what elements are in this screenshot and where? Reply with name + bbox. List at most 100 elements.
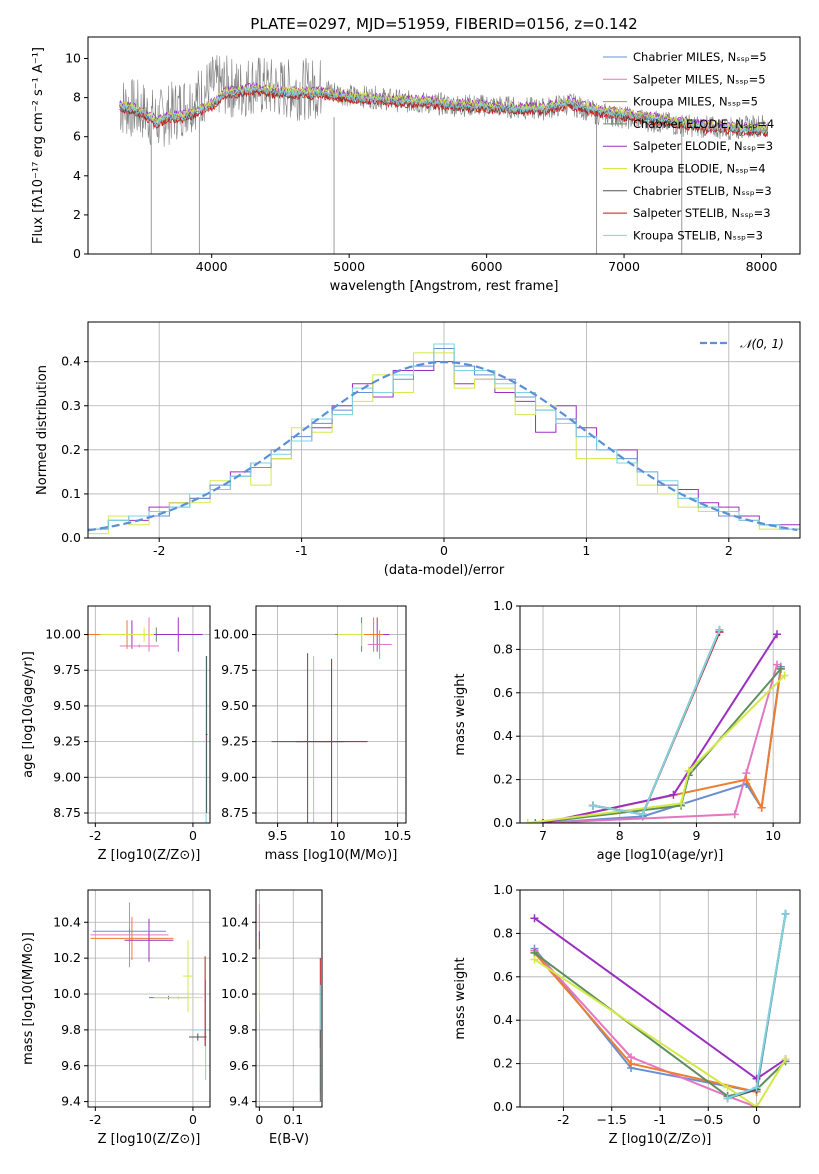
y-tick-label: 9.50 [221, 698, 249, 713]
y-tick-label: 0 [73, 246, 81, 261]
plot-area-massweight-vs-z [530, 909, 790, 1107]
legend-label: Kroupa STELIB, Nₛₛₚ=3 [633, 228, 763, 242]
x-tick-label: -2 [89, 828, 101, 843]
y-axis-label: Normed distribution [35, 365, 50, 495]
y-tick-label: 0.4 [493, 1012, 513, 1027]
weight-marker [742, 775, 751, 784]
y-tick-label: 9.75 [53, 662, 81, 677]
y-tick-label: 10.2 [53, 950, 81, 965]
legend-label: Chabrier ELODIE, Nₛₛₚ=4 [633, 117, 774, 131]
panel-spectrum: Chabrier MILES, Nₛₛₚ=5 Salpeter MILES, Nₛ… [31, 36, 801, 294]
x-axis-label: mass [log10(M/M⊙)] [265, 848, 398, 863]
y-tick-label: 2 [73, 207, 81, 222]
x-tick-label: 0 [440, 543, 448, 558]
x-tick-label: 7 [539, 828, 547, 843]
weight-marker [588, 801, 597, 810]
y-tick-label: 0.0 [61, 530, 81, 545]
legend-label: Chabrier MILES, Nₛₛₚ=5 [633, 50, 767, 64]
x-axis-label: (data-model)/error [384, 563, 505, 578]
plot-area-age-vs-mass [271, 617, 392, 823]
weight-marker [772, 660, 781, 669]
legend-label: Salpeter ELODIE, Nₛₛₚ=3 [633, 139, 773, 153]
weight-line [542, 664, 778, 823]
x-tick-label: 0 [189, 828, 197, 843]
y-tick-label: 9.25 [221, 734, 249, 749]
y-axis-label: mass [log10(M/M⊙)] [21, 932, 36, 1065]
y-tick-label: 8.75 [221, 805, 249, 820]
x-tick-label: 2 [725, 543, 733, 558]
y-axis-label: mass weight [453, 957, 468, 1039]
y-tick-label: 9.6 [229, 1058, 249, 1073]
y-tick-label: 9.00 [53, 769, 81, 784]
x-tick-label: -2 [153, 543, 165, 558]
weight-marker [677, 799, 686, 808]
weight-marker [638, 810, 647, 819]
y-tick-label: 10.4 [221, 914, 249, 929]
y-tick-label: 0.6 [493, 969, 513, 984]
y-tick-label: 0.0 [493, 1099, 513, 1114]
y-tick-label: 10.0 [221, 986, 249, 1001]
x-axis-label: wavelength [Angstrom, rest frame] [330, 279, 559, 294]
weight-marker [780, 671, 789, 680]
x-tick-label: 9.5 [268, 828, 288, 843]
x-tick-label: 10 [330, 828, 346, 843]
legend-label: Chabrier STELIB, Nₛₛₚ=3 [633, 184, 772, 198]
x-tick-label: 0 [189, 1112, 197, 1127]
y-tick-label: 8.75 [53, 805, 81, 820]
y-tick-label: 0.2 [493, 1056, 513, 1071]
x-axis-label: Z [log10(Z/Z⊙)] [609, 1132, 712, 1147]
y-tick-label: 9.75 [221, 662, 249, 677]
y-tick-label: 1.0 [493, 598, 513, 613]
y-tick-label: 10 [65, 51, 81, 66]
weight-line [592, 629, 721, 816]
x-axis-label: Z [log10(Z/Z⊙)] [98, 848, 201, 863]
x-tick-label: 10 [765, 828, 781, 843]
weight-marker [531, 819, 540, 823]
plot-area-mass-vs-ebv [258, 904, 321, 1102]
axes-frame [87, 889, 211, 1108]
weight-line [592, 629, 721, 816]
legend-label: Kroupa ELODIE, Nₛₛₚ=4 [633, 162, 766, 176]
y-tick-label: 9.8 [61, 1022, 81, 1037]
y-tick-label: 10.00 [213, 627, 249, 642]
y-tick-label: 10.0 [53, 986, 81, 1001]
weight-marker [627, 1059, 636, 1068]
weight-line [542, 666, 782, 823]
spectrum-model-line [119, 82, 769, 132]
spectrum-model-line [119, 82, 768, 132]
panel-age-vs-mass: 9.5 10 10.5 8.75 9.00 9.25 9.50 9.75 10.00 mass [… [213, 605, 412, 863]
histogram-step [88, 343, 800, 538]
x-tick-label: -1 [295, 543, 307, 558]
x-axis-label: Z [log10(Z/Z⊙)] [98, 1132, 201, 1147]
panel-massweight-vs-z: -2 −1.5 -1 −0.5 0 0.0 0.2 0.4 0.6 0.8 1.0 Z [log10(… [453, 882, 801, 1147]
y-axis-label: Flux [fλ10⁻¹⁷ erg cm⁻² s⁻¹ A⁻¹] [31, 47, 46, 244]
x-tick-label: −1.5 [597, 1112, 627, 1127]
legend-label: Salpeter STELIB, Nₛₛₚ=3 [633, 206, 771, 220]
y-tick-label: 10.00 [45, 627, 81, 642]
weight-marker [523, 819, 532, 823]
x-tick-label: 9 [692, 828, 700, 843]
legend-label: 𝒩(0, 1) [740, 337, 784, 351]
weight-marker [715, 625, 724, 634]
legend-label: Kroupa MILES, Nₛₛₚ=5 [633, 95, 758, 109]
panel-mass-vs-z: -2 0 9.4 9.6 9.8 10.0 10.2 10.4 Z [log10(Z/Z⊙)] m… [21, 889, 211, 1147]
panel-age-vs-z: -2 0 8.75 9.00 9.25 9.50 9.75 10.00 Z [log10(Z/Z… [21, 605, 211, 863]
y-tick-label: 0.2 [61, 442, 81, 457]
axes-frame [87, 36, 801, 255]
axes-frame [87, 605, 211, 824]
x-tick-label: 5000 [333, 259, 365, 274]
weight-marker [723, 1094, 732, 1103]
axes-frame [255, 605, 407, 824]
y-axis-label: age [log10(age/yr)] [21, 651, 36, 778]
y-tick-label: 0.8 [493, 641, 513, 656]
x-tick-label: 6000 [471, 259, 503, 274]
x-tick-label: 8000 [746, 259, 778, 274]
weight-marker [530, 955, 539, 964]
x-tick-label: 1 [582, 543, 590, 558]
weight-marker [752, 1083, 761, 1092]
x-axis-label: E(B-V) [269, 1132, 309, 1147]
y-tick-label: 0.1 [61, 486, 81, 501]
y-tick-label: 10.4 [53, 914, 81, 929]
x-tick-label: 4000 [196, 259, 228, 274]
